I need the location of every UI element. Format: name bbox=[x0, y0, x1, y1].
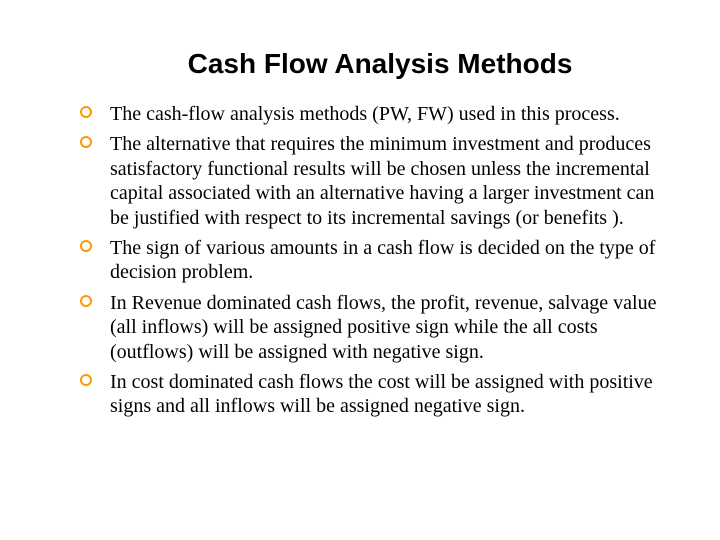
bullet-item: The sign of various amounts in a cash fl… bbox=[80, 236, 660, 285]
bullet-text: The alternative that requires the minimu… bbox=[110, 133, 654, 228]
bullet-text: In cost dominated cash flows the cost wi… bbox=[110, 371, 653, 417]
bullet-item: The cash-flow analysis methods (PW, FW) … bbox=[80, 102, 660, 126]
slide: Cash Flow Analysis Methods The cash-flow… bbox=[0, 0, 720, 540]
slide-title: Cash Flow Analysis Methods bbox=[60, 48, 660, 80]
bullet-list: The cash-flow analysis methods (PW, FW) … bbox=[60, 102, 660, 419]
bullet-text: In Revenue dominated cash flows, the pro… bbox=[110, 292, 656, 363]
bullet-item: In Revenue dominated cash flows, the pro… bbox=[80, 291, 660, 364]
bullet-item: In cost dominated cash flows the cost wi… bbox=[80, 370, 660, 419]
bullet-item: The alternative that requires the minimu… bbox=[80, 132, 660, 230]
bullet-text: The cash-flow analysis methods (PW, FW) … bbox=[110, 103, 620, 125]
bullet-text: The sign of various amounts in a cash fl… bbox=[110, 237, 655, 283]
